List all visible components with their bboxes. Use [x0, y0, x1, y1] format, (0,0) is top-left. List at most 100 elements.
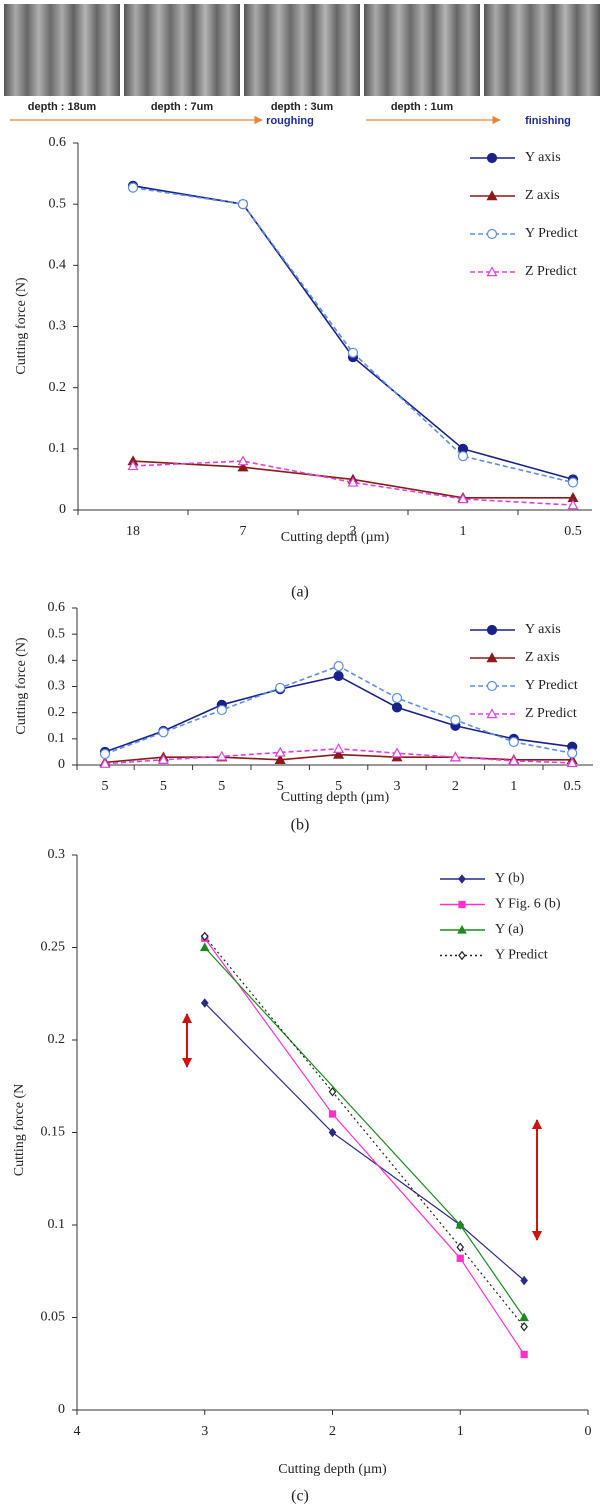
legend-label: Z axis	[525, 650, 560, 665]
legend-marker	[486, 266, 498, 277]
point	[328, 1110, 337, 1118]
x-tick-label: 2	[329, 1424, 336, 1439]
legend-label: Y (b)	[495, 871, 525, 886]
point	[457, 493, 469, 504]
y-tick-label: 0.4	[48, 653, 66, 668]
point	[391, 692, 403, 704]
x-tick-label: 7	[240, 524, 247, 539]
point	[274, 746, 286, 757]
y-tick-label: 0.1	[49, 441, 67, 456]
point	[333, 670, 344, 682]
series-line	[204, 936, 525, 1328]
y-tick-label: 0.5	[48, 626, 66, 641]
point	[567, 477, 579, 488]
y-tick-label: 0.6	[49, 135, 67, 150]
point	[200, 931, 209, 942]
x-tick-label: 3	[201, 1424, 208, 1439]
stage-label: finishing	[525, 115, 571, 127]
point	[328, 1087, 337, 1097]
x-tick-label: 1	[457, 1424, 464, 1439]
x-axis-title: Cutting depth (µm)	[278, 1462, 387, 1477]
y-axis-title: Cutting force (N	[12, 1084, 27, 1177]
legend-label: Y axis	[525, 150, 561, 165]
y-tick-label: 0	[59, 502, 66, 517]
point	[99, 748, 111, 760]
point	[520, 1275, 528, 1286]
series-line	[204, 1002, 525, 1281]
y-axis-title: Cutting force (N)	[14, 637, 29, 735]
point	[508, 755, 520, 766]
point	[520, 1321, 528, 1332]
legend-label: Y (a)	[495, 922, 524, 937]
y-tick-label: 0.3	[48, 679, 66, 694]
point	[157, 754, 169, 764]
x-tick-label: 0.5	[563, 779, 581, 794]
point	[455, 1219, 466, 1229]
legend-label: Y Predict	[495, 948, 548, 963]
point	[328, 1127, 337, 1138]
x-axis-title: Cutting depth (µm)	[281, 530, 390, 545]
legend-marker	[486, 152, 498, 164]
legend-marker	[486, 228, 498, 240]
point	[347, 476, 359, 487]
legend-marker	[486, 624, 498, 636]
point	[158, 727, 169, 738]
x-tick-label: 3	[350, 524, 357, 539]
point	[449, 751, 461, 762]
point	[199, 942, 210, 952]
y-tick-label: 0.15	[41, 1125, 66, 1140]
x-tick-label: 3	[394, 779, 401, 794]
point	[200, 998, 209, 1008]
legend-marker	[486, 680, 498, 692]
series-line	[132, 185, 574, 481]
y-axis-title: Cutting force (N)	[14, 277, 29, 375]
point	[450, 714, 461, 726]
legend-marker	[458, 900, 466, 909]
sem-image	[124, 4, 240, 96]
point	[127, 460, 139, 471]
legend-marker	[486, 708, 498, 719]
legend-label: Y Predict	[525, 678, 578, 693]
legend-marker	[486, 652, 498, 663]
x-tick-label: 0	[585, 1424, 592, 1439]
y-tick-label: 0.4	[49, 258, 67, 273]
sem-image	[4, 4, 120, 96]
x-tick-label: 5	[102, 779, 109, 794]
point	[333, 660, 344, 672]
sem-image	[244, 4, 360, 96]
caption: (c)	[291, 1488, 309, 1505]
legend-marker	[486, 190, 498, 201]
x-tick-label: 5	[335, 779, 342, 794]
point	[99, 757, 111, 768]
x-tick-label: 4	[74, 1424, 81, 1439]
point	[333, 748, 345, 759]
legend-marker	[457, 924, 467, 934]
x-tick-label: 2	[452, 779, 459, 794]
image-label: depth : 7um	[151, 101, 214, 113]
point	[457, 451, 469, 462]
image-label: depth : 18um	[28, 101, 97, 113]
series-line	[204, 947, 525, 1318]
point	[567, 499, 579, 510]
y-tick-label: 0.1	[48, 731, 66, 746]
y-tick-label: 0.1	[48, 1217, 66, 1232]
x-tick-label: 5	[218, 779, 225, 794]
point	[567, 748, 578, 759]
point	[274, 754, 286, 764]
point	[456, 1242, 465, 1252]
y-tick-label: 0.05	[41, 1310, 66, 1325]
x-tick-label: 5	[160, 779, 167, 794]
series-line	[132, 460, 574, 506]
point	[566, 757, 578, 768]
point	[216, 704, 227, 716]
legend-label: Z Predict	[525, 264, 577, 279]
caption: (b)	[291, 817, 310, 834]
point	[508, 736, 519, 748]
point	[347, 347, 359, 358]
legend-label: Y axis	[525, 622, 561, 637]
sem-images	[4, 4, 600, 96]
point	[391, 702, 403, 713]
y-tick-label: 0.3	[48, 847, 66, 862]
caption: (a)	[291, 584, 309, 601]
